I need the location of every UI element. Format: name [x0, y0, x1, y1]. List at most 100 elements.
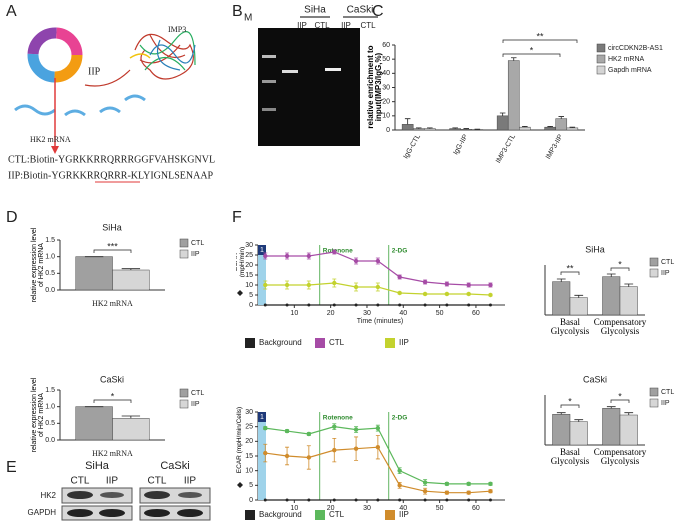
y-tick-label: 25	[245, 424, 253, 431]
legend-swatch	[385, 510, 395, 520]
blot-band	[144, 509, 170, 517]
legend-label: IIP	[191, 251, 200, 258]
point	[284, 453, 290, 459]
point	[397, 290, 402, 296]
legend-label: CTL	[329, 338, 345, 347]
bar	[602, 276, 621, 316]
blot-band	[67, 491, 93, 499]
error-bar	[547, 126, 553, 128]
gel-image	[258, 28, 360, 146]
gel-lane: CTL	[314, 21, 330, 30]
point	[306, 253, 312, 259]
protein	[149, 39, 196, 71]
y-tick-label: 0.0	[45, 437, 55, 444]
legend-label: CTL	[191, 240, 204, 247]
bar	[569, 421, 588, 446]
annotation: **	[566, 263, 574, 273]
annotation: *	[530, 45, 534, 55]
ring-label: IIP	[88, 66, 101, 77]
x-tick-label: Basal Glycolysis	[550, 448, 590, 467]
bar	[619, 286, 638, 316]
error-bar	[624, 412, 634, 415]
point	[284, 428, 290, 434]
error-bar	[121, 268, 141, 270]
gel-lane: IIP	[297, 21, 307, 30]
point	[332, 280, 337, 286]
annotation: 2-DG	[392, 248, 408, 255]
annotation: *	[568, 396, 572, 406]
point	[445, 303, 449, 307]
point	[467, 303, 471, 307]
gel-lane: IIP	[341, 21, 351, 30]
legend-swatch	[245, 510, 255, 520]
panel-label: F	[232, 209, 242, 226]
point	[397, 274, 402, 280]
blot-band	[177, 509, 203, 517]
axis-marker	[237, 290, 243, 296]
y-tick-label: 5	[249, 292, 253, 299]
diagram: IIP IMP3 HK2 mRNA CTL:Biotin-YGRKKRRQRRR…	[8, 25, 215, 183]
y-tick-label: 15	[245, 453, 253, 460]
error-bar	[556, 278, 566, 282]
x-axis-label: Time (minutes)	[357, 318, 403, 325]
injection-box	[258, 412, 266, 422]
y-tick-label: 0	[386, 127, 390, 134]
blot-band	[99, 509, 125, 517]
y-tick-label: 10	[382, 113, 390, 120]
significance-bracket	[93, 399, 132, 403]
point	[263, 425, 268, 431]
injection-band	[258, 245, 266, 305]
y-axis-label: ECAR (mpH/min)	[235, 246, 245, 278]
chart-title: CaSki	[100, 374, 124, 384]
point	[466, 291, 471, 297]
y-tick-label: 20	[245, 438, 253, 445]
point	[263, 282, 268, 288]
legend-label: IIP	[191, 401, 200, 408]
chart-title: CaSki	[583, 374, 607, 384]
blot-lane: CTL	[71, 476, 90, 487]
gel: M SiHa CaSki IIP CTL IIP CTL	[244, 5, 378, 146]
legend-label: CTL	[329, 510, 345, 519]
protein-label: IMP3	[168, 25, 186, 34]
point	[263, 498, 267, 502]
legend-swatch	[596, 43, 606, 53]
mrna	[14, 94, 146, 117]
sequence: CTL:Biotin-YGRKKRRQRRRGGFVAHSKGNVL	[8, 154, 215, 165]
blot-lane: IIP	[106, 476, 119, 487]
y-tick-label: 30	[245, 409, 253, 416]
y-tick-label: 15	[245, 272, 253, 279]
point	[466, 490, 471, 495]
legend-swatch	[315, 510, 325, 520]
point	[307, 303, 311, 307]
protein	[84, 33, 194, 87]
x-tick-label: Compensatory Glycolysis	[593, 448, 647, 467]
gel-marker: M	[244, 13, 252, 24]
protein	[139, 31, 196, 71]
y-tick-label: 1.0	[45, 254, 55, 261]
point	[422, 291, 428, 297]
legend-swatch	[649, 268, 659, 278]
point	[332, 447, 337, 453]
bar	[555, 118, 568, 131]
y-tick-label: 30	[245, 242, 253, 249]
y-tick-label: 5	[249, 482, 253, 489]
x-tick-label: 40	[399, 310, 407, 317]
legend-swatch	[179, 238, 189, 248]
blot: SiHa CaSki CTL IIP CTL IIP HK2 GAPDH	[28, 460, 211, 521]
bar	[75, 256, 113, 291]
point	[488, 481, 493, 487]
point	[307, 498, 311, 502]
panel-label: B	[232, 3, 243, 20]
point	[263, 303, 267, 307]
point	[263, 450, 268, 456]
point	[332, 498, 336, 502]
blot-lane: IIP	[184, 476, 197, 487]
point	[284, 282, 290, 288]
legend-swatch	[245, 338, 255, 348]
blot-group: CaSki	[160, 460, 189, 472]
y-axis-label-box: ECAR (mpH/min/Cells)	[236, 407, 243, 473]
y-axis-label-box: relative expression level of HK2 mRNA	[31, 228, 45, 303]
point	[444, 291, 450, 297]
legend-label: Gapdh mRNA	[608, 67, 652, 74]
y-axis-label-box: ECAR (mpH/min)	[235, 246, 245, 278]
